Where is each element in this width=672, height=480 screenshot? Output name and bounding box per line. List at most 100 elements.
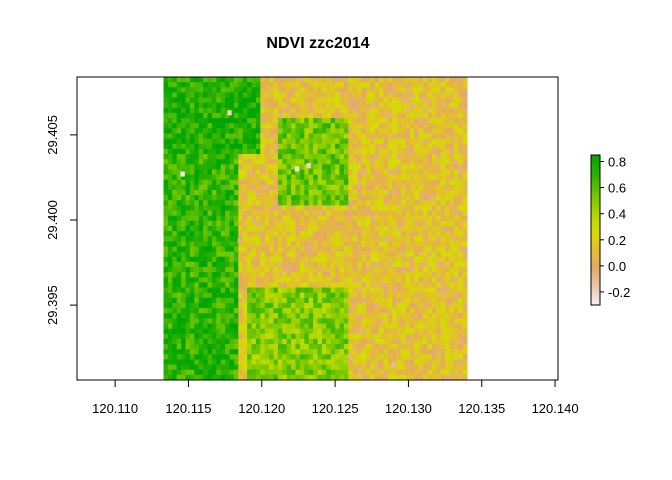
raster-cell [273,169,279,175]
raster-cell [185,195,191,201]
raster-cell [181,241,186,247]
raster-cell [449,246,455,253]
raster-cell [423,102,428,109]
raster-cell [299,148,305,155]
raster-cell-anomaly [306,162,311,169]
raster-cell [423,292,428,299]
raster-cell [436,87,442,93]
raster-cell [238,112,244,119]
raster-cell [238,318,244,324]
raster-cell [445,344,450,350]
raster-cell [308,179,314,186]
raster-cell [304,344,310,350]
raster-cell [242,143,248,150]
raster-cell [335,184,340,191]
raster-cell [207,344,213,350]
raster-cell [357,87,362,93]
raster-cell [418,154,424,160]
raster-cell [282,261,288,268]
raster-cell [194,215,200,222]
raster-cell [216,338,222,345]
raster-cell [308,359,314,365]
raster-cell [277,333,283,340]
raster-cell [247,184,252,191]
raster-cell [163,210,169,217]
raster-cell [167,102,173,109]
raster-cell [401,128,406,134]
raster-cell [181,359,186,365]
raster-cell [343,215,349,222]
raster-cell [176,138,182,145]
raster-cell [216,174,222,181]
raster-cell [326,210,332,217]
raster-cell [207,231,213,237]
raster-cell [462,374,468,381]
raster-cell [440,112,446,119]
raster-cell [462,169,468,175]
raster-cell [427,261,433,268]
raster-cell [370,205,376,211]
raster-cell [216,267,222,273]
raster-cell [326,292,332,299]
raster-cell [326,364,332,371]
raster-cell [167,246,173,253]
raster-cell [251,354,257,360]
raster-cell [343,354,349,360]
raster-cell [458,174,464,181]
raster-cell [286,313,292,319]
raster-cell [374,215,380,222]
raster-cell [304,107,310,114]
raster-cell [370,374,376,381]
raster-cell [330,231,336,237]
raster-cell [392,118,398,124]
raster-cell [449,338,455,345]
raster-cell [225,189,230,196]
raster-cell [194,297,200,304]
raster-cell [264,138,270,145]
raster-cell [163,251,169,258]
raster-cell [401,241,406,247]
raster-cell [339,225,345,232]
raster-cell [401,118,406,124]
raster-cell [251,164,257,170]
raster-cell [185,231,191,237]
raster-cell [392,77,398,83]
raster-cell [308,318,314,324]
raster-cell [260,77,266,83]
raster-cell [317,302,323,309]
raster-cell [427,251,433,258]
raster-cell [295,267,301,273]
raster-cell [418,246,424,253]
raster-cell [361,328,367,335]
raster-cell [317,231,323,237]
raster-cell [440,267,446,273]
raster-cell [339,215,345,222]
raster-cell [291,251,296,258]
raster-cell [211,154,217,160]
raster-cell [304,241,310,247]
raster-cell [229,318,235,324]
raster-cell [326,205,332,211]
raster-cell [225,159,230,165]
raster-cell [321,97,327,104]
raster-cell [387,102,393,109]
raster-cell [431,318,437,324]
raster-cell [264,308,270,314]
raster-cell [418,77,424,83]
raster-cell [436,231,442,237]
raster-cell [374,138,380,145]
raster-cell [163,148,169,155]
raster-cell [255,169,261,175]
raster-cell [207,159,213,165]
raster-cell [418,302,424,309]
raster-cell [286,277,292,283]
raster-cell [445,287,450,294]
raster-cell [348,318,354,324]
raster-cell [225,297,230,304]
raster-cell [264,184,270,191]
raster-cell [462,164,468,170]
colorbar-segment [591,297,600,301]
raster-cell [409,272,415,278]
raster-cell [286,179,292,186]
raster-cell [233,159,239,165]
